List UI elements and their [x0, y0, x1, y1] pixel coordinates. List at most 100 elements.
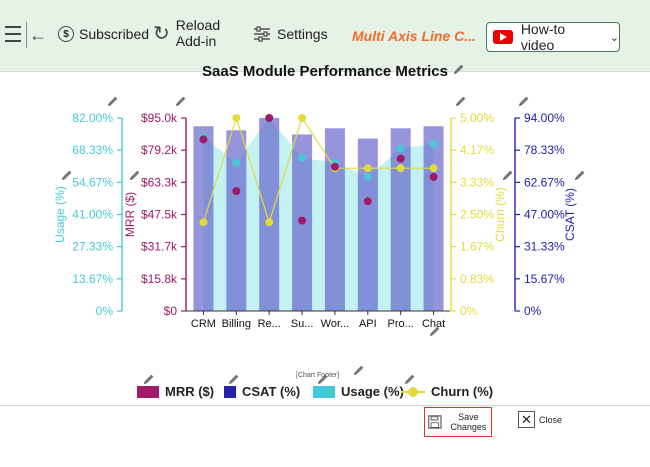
csat-bar: [226, 130, 247, 311]
churn-point: [298, 114, 307, 122]
usage-point: [396, 144, 405, 153]
close-label: Close: [539, 414, 563, 425]
edit-mrr-label-pencil-icon[interactable]: [129, 170, 140, 182]
churn-point: [199, 218, 208, 227]
mrr-tick-label: $47.5k: [141, 208, 178, 222]
churn-point: [363, 164, 372, 173]
chart-canvas: 0% 13.67% 27.33% 41.00% 54.67% 68.33% 82.00% Us…: [53, 64, 585, 385]
legend-swatch-usage: [313, 385, 335, 398]
csat-tick-label: 0%: [524, 304, 542, 318]
edit-usage-axis-pencil-icon[interactable]: [107, 96, 118, 108]
save-changes-button[interactable]: Save Changes: [424, 407, 492, 437]
menu-icon[interactable]: [4, 24, 22, 44]
churn-point: [429, 164, 438, 173]
addin-brand-title: Multi Axis Line C...: [352, 28, 476, 44]
settings-button[interactable]: Settings: [253, 26, 328, 42]
x-tick-label: Chat: [422, 318, 445, 330]
back-arrow-icon[interactable]: ←: [29, 24, 47, 45]
mrr-point: [298, 216, 307, 225]
usage-tick-label: 68.33%: [72, 143, 113, 157]
x-tick-label: Re...: [258, 318, 281, 330]
sliders-icon: [253, 26, 271, 42]
churn-tick-label: 2.50%: [460, 208, 494, 222]
edit-csat-label-pencil-icon[interactable]: [574, 170, 585, 182]
usage-tick-label: 27.33%: [72, 240, 113, 254]
legend-item-csat[interactable]: CSAT (%): [224, 384, 300, 399]
usage-tick-label: 82.00%: [72, 111, 113, 125]
mrr-tick-label: $95.0k: [141, 111, 178, 125]
csat-bar: [259, 118, 280, 311]
usage-point: [298, 154, 307, 163]
chart-footer[interactable]: [Chart Footer]: [296, 372, 340, 379]
usage-tick-label: 0%: [96, 304, 114, 318]
csat-tick-label: 62.67%: [524, 175, 565, 189]
settings-label: Settings: [277, 26, 328, 42]
churn-point: [396, 164, 405, 173]
usage-tick-label: 41.00%: [72, 208, 113, 222]
mrr-tick-label: $15.8k: [141, 272, 178, 286]
mrr-tick-label: $79.2k: [141, 143, 178, 157]
reload-addin-button[interactable]: ↻ Reload Add-in: [153, 17, 226, 49]
edit-usage-label-pencil-icon[interactable]: [61, 170, 72, 182]
chart-legend: MRR ($) CSAT (%) Usage (%) Churn (%): [0, 384, 650, 400]
csat-axis-title: CSAT (%): [563, 188, 577, 241]
usage-point: [363, 172, 372, 181]
subscribed-label: Subscribed: [79, 26, 150, 42]
csat-bar: [324, 128, 345, 311]
refresh-icon: ↻: [153, 22, 170, 45]
mrr-tick-label: $31.7k: [141, 240, 178, 254]
legend-item-churn[interactable]: Churn (%): [401, 384, 493, 399]
toolbar: ← $ Subscribed ↻ Reload Add-in Settings: [0, 0, 650, 72]
edit-csat-axis-pencil-icon[interactable]: [518, 96, 529, 108]
save-label: Save Changes: [450, 412, 487, 432]
csat-tick-label: 47.00%: [524, 208, 565, 222]
legend-label-usage: Usage (%): [341, 384, 404, 399]
mrr-point: [429, 172, 438, 181]
mrr-point: [396, 154, 405, 163]
mrr-point: [232, 187, 241, 196]
edit-footer-pencil-icon[interactable]: [353, 365, 364, 377]
legend-swatch-mrr: [137, 385, 159, 398]
csat-bar: [357, 138, 378, 311]
csat-tick-label: 31.33%: [524, 240, 565, 254]
churn-tick-label: 3.33%: [460, 175, 494, 189]
legend-item-usage[interactable]: Usage (%): [313, 384, 404, 399]
churn-tick-label: 5.00%: [460, 111, 494, 125]
usage-point: [429, 139, 438, 148]
mrr-axis-title: MRR ($): [123, 192, 137, 237]
mrr-point: [199, 135, 208, 144]
legend-item-mrr[interactable]: MRR ($): [137, 384, 214, 399]
floppy-disk-icon: [428, 415, 442, 429]
toolbar-divider: [26, 22, 27, 48]
footer-divider: [0, 405, 650, 406]
edit-churn-axis-pencil-icon[interactable]: [455, 96, 466, 108]
edit-title-pencil-icon[interactable]: [453, 64, 464, 76]
usage-axis-title: Usage (%): [53, 186, 67, 243]
usage-tick-label: 54.67%: [72, 175, 113, 189]
chart-title[interactable]: SaaS Module Performance Metrics: [0, 63, 650, 80]
mrr-tick-label: $63.3k: [141, 175, 178, 189]
reload-label: Reload Add-in: [175, 17, 221, 49]
howto-label: How-to video: [520, 21, 566, 53]
chart-title-text: SaaS Module Performance Metrics: [202, 63, 448, 80]
legend-swatch-churn: [401, 386, 425, 398]
edit-mrr-axis-pencil-icon[interactable]: [175, 96, 186, 108]
legend-label-churn: Churn (%): [431, 384, 494, 399]
legend-label-csat: CSAT (%): [242, 384, 301, 399]
legend-label-mrr: MRR ($): [165, 384, 215, 399]
csat-bar: [423, 126, 444, 311]
close-icon: ✕: [518, 411, 535, 428]
mrr-point: [363, 197, 372, 206]
x-tick-label: Wor...: [321, 318, 350, 330]
close-button[interactable]: ✕ Close: [518, 411, 562, 428]
x-tick-label: Pro...: [388, 318, 414, 330]
chevron-down-icon: ⌄: [609, 31, 619, 44]
howto-video-dropdown[interactable]: How-to video ⌄: [486, 21, 620, 53]
csat-tick-label: 15.67%: [524, 272, 565, 286]
csat-bar: [390, 128, 411, 311]
edit-churn-label-pencil-icon[interactable]: [502, 170, 513, 182]
churn-point: [265, 218, 274, 227]
x-tick-label: API: [359, 318, 377, 330]
subscribed-button[interactable]: $ Subscribed: [58, 26, 149, 42]
